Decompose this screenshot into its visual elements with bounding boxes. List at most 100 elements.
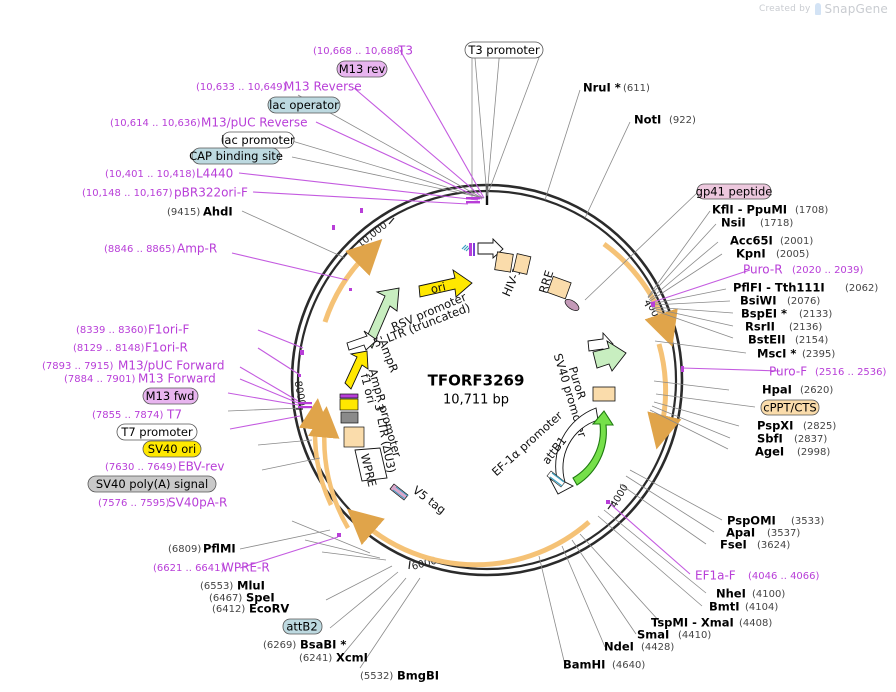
primer-pos-m13-reverse: (10,633 .. 10,649) bbox=[196, 82, 287, 93]
enzyme-pos-ecorv: (6412) bbox=[212, 604, 245, 615]
enzyme-pos-mlui: (6553) bbox=[200, 581, 233, 592]
enzyme-label-noti: NotI bbox=[634, 113, 661, 127]
enzyme-label-bmti: BmtI bbox=[709, 600, 740, 614]
tick-label-10000: 10,000 bbox=[355, 220, 389, 250]
enzyme-pos-bstei: (2154) bbox=[795, 335, 828, 346]
primer-pos-puro-r: (2020 .. 2039) bbox=[792, 265, 864, 276]
feature-label-v5-tag: V5 tag bbox=[410, 483, 449, 517]
watermark-prefix: Created by bbox=[759, 4, 811, 14]
chip-gp41-peptide[interactable]: gp41 peptide bbox=[696, 183, 773, 200]
enzyme-label-xcmi: XcmI bbox=[336, 651, 368, 665]
enzyme-pos-agei: (2998) bbox=[797, 447, 830, 458]
enzyme-label-ahdi: AhdI bbox=[203, 205, 233, 219]
primer-pos-wpre-r: (6621 .. 6641) bbox=[153, 563, 225, 574]
chip-t7-promoter[interactable]: T7 promoter bbox=[116, 423, 198, 441]
primer-label-ebv-rev: EBV-rev bbox=[178, 460, 224, 474]
primer-pos-m13puc-reverse: (10,614 .. 10,636) bbox=[110, 118, 201, 129]
feature-attb1 bbox=[546, 470, 566, 488]
primer-label-m13-forward: M13 Forward bbox=[138, 372, 216, 386]
chip-m13-rev[interactable]: M13 rev bbox=[336, 60, 388, 78]
snapgene-watermark: Created by SnapGene bbox=[759, 2, 888, 16]
primer-label-m13puc-reverse: M13/pUC Reverse bbox=[201, 116, 308, 130]
feature-f1-ori bbox=[344, 350, 369, 390]
enzyme-label-tspmi-xmai: TspMI - XmaI bbox=[651, 616, 734, 630]
feature-v5-tag bbox=[389, 483, 409, 501]
chip-label-m13-fwd: M13 fwd bbox=[146, 389, 195, 403]
primer-label-wpre-r: WPRE-R bbox=[222, 561, 270, 575]
primer-label-f1ori-r: F1ori-R bbox=[145, 341, 188, 355]
enzyme-label-nsii: NsiI bbox=[721, 216, 746, 230]
chip-cppt-cts[interactable]: cPPT/CTS bbox=[760, 399, 820, 416]
primer-label-pbr322ori-f: pBR322ori-F bbox=[174, 186, 248, 200]
feature-ampr-promoter bbox=[346, 330, 378, 351]
feature-puror-arrow bbox=[592, 339, 627, 372]
chip-label-t3-promoter: T3 promoter bbox=[467, 43, 540, 57]
enzyme-label-bsiwi: BsiWI bbox=[740, 294, 777, 308]
leader-lines bbox=[227, 47, 781, 669]
enzyme-pos-bsabi: (6269) bbox=[263, 640, 296, 651]
enzyme-label-bamhi: BamHI bbox=[563, 658, 605, 672]
chip-sv40-ori[interactable]: SV40 ori bbox=[142, 440, 202, 458]
enzyme-pos-bmti: (4104) bbox=[745, 602, 778, 613]
enzyme-label-bmgbi: BmgBI bbox=[397, 669, 439, 683]
primer-label-amp-r: Amp-R bbox=[177, 242, 217, 256]
primer-label-sv40pa-r: SV40pA-R bbox=[168, 496, 227, 510]
enzyme-pos-sbfi: (2837) bbox=[794, 434, 827, 445]
chip-attb2[interactable]: attB2 bbox=[282, 618, 323, 635]
primer-pos-f1ori-f: (8339 .. 8360) bbox=[76, 325, 148, 336]
chip-m13-fwd[interactable]: M13 fwd bbox=[142, 387, 199, 405]
primer-ticks bbox=[298, 197, 684, 537]
chip-lac-promoter[interactable]: lac promoter bbox=[221, 131, 295, 149]
primer-pos-t7: (7855 .. 7874) bbox=[92, 410, 164, 421]
snapgene-logo-icon bbox=[814, 3, 821, 15]
enzyme-pos-tspmi-xmai: (4408) bbox=[739, 618, 772, 629]
primer-pos-ef1a-f: (4046 .. 4066) bbox=[748, 571, 820, 582]
feature-ltr-peach bbox=[343, 426, 365, 448]
chip-label-lac-operator: lac operator bbox=[269, 98, 339, 112]
enzyme-label-mlui: MluI bbox=[237, 579, 265, 593]
primer-pos-amp-r: (8846 .. 8865) bbox=[104, 244, 176, 255]
primer-pos-pbr322ori-f: (10,148 .. 10,167) bbox=[82, 188, 173, 199]
enzyme-pos-xcmi: (6241) bbox=[299, 653, 332, 664]
enzyme-label-kfli-ppumi: KflI - PpuMI bbox=[712, 203, 787, 217]
enzyme-pos-pflfi-tth111i: (2062) bbox=[845, 283, 878, 294]
label-group-right: gp41 peptide KflI - PpuMI (1708) NsiI (1… bbox=[563, 183, 887, 672]
feature-5ltr-cluster bbox=[461, 237, 504, 260]
feature-rre-box bbox=[512, 253, 532, 275]
enzyme-label-hpai: HpaI bbox=[762, 383, 792, 397]
chip-label-sv40-polya-signal: SV40 poly(A) signal bbox=[96, 477, 208, 491]
primer-pos-l4440: (10,401 .. 10,418) bbox=[105, 169, 196, 180]
enzyme-pos-fsei: (3624) bbox=[757, 540, 790, 551]
enzyme-label-pspxi: PspXI bbox=[757, 419, 793, 433]
enzyme-label-acc65i: Acc65I bbox=[730, 234, 773, 248]
enzyme-label-bspei: BspEI * bbox=[741, 307, 787, 321]
label-group-bottom-left: (5532) BmgBI (6241) XcmI (6269) BsaBI * … bbox=[153, 542, 439, 683]
feature-peach-box-2 bbox=[546, 275, 572, 300]
enzyme-pos-bsiwi: (2076) bbox=[787, 296, 820, 307]
primer-label-l4440: L4440 bbox=[196, 167, 233, 181]
enzyme-label-fsei: FseI bbox=[720, 538, 747, 552]
chip-label-cap-binding-site: CAP binding site bbox=[189, 149, 283, 163]
enzyme-label-pspomi: PspOMI bbox=[727, 514, 776, 528]
enzyme-label-smai: SmaI bbox=[637, 628, 669, 642]
feature-ltr-purple bbox=[339, 393, 359, 399]
primer-pos-m13-forward: (7884 .. 7901) bbox=[64, 374, 136, 385]
primer-pos-puro-f: (2516 .. 2536) bbox=[815, 367, 887, 378]
enzyme-label-sbfi: SbfI bbox=[757, 432, 783, 446]
chip-t3-promoter[interactable]: T3 promoter bbox=[464, 41, 544, 59]
chip-label-cppt-cts: cPPT/CTS bbox=[763, 401, 816, 415]
feature-ef1a-transcript bbox=[572, 410, 615, 486]
chip-sv40-polya-signal[interactable]: SV40 poly(A) signal bbox=[87, 475, 217, 493]
enzyme-label-msci: MscI * bbox=[757, 347, 796, 361]
enzyme-pos-bamhi: (4640) bbox=[612, 660, 645, 671]
enzyme-label-nrui: NruI * bbox=[583, 81, 621, 95]
chip-cap-binding-site[interactable]: CAP binding site bbox=[189, 147, 283, 165]
plasmid-size: 10,711 bp bbox=[443, 393, 509, 408]
enzyme-pos-apai: (3537) bbox=[767, 528, 800, 539]
chip-lac-operator[interactable]: lac operator bbox=[267, 96, 341, 114]
primer-pos-m13puc-forward: (7893 .. 7915) bbox=[42, 361, 114, 372]
outer-range-arcs bbox=[298, 239, 682, 568]
enzyme-label-ndei: NdeI bbox=[604, 640, 634, 654]
enzyme-pos-bmgbi: (5532) bbox=[360, 671, 393, 682]
